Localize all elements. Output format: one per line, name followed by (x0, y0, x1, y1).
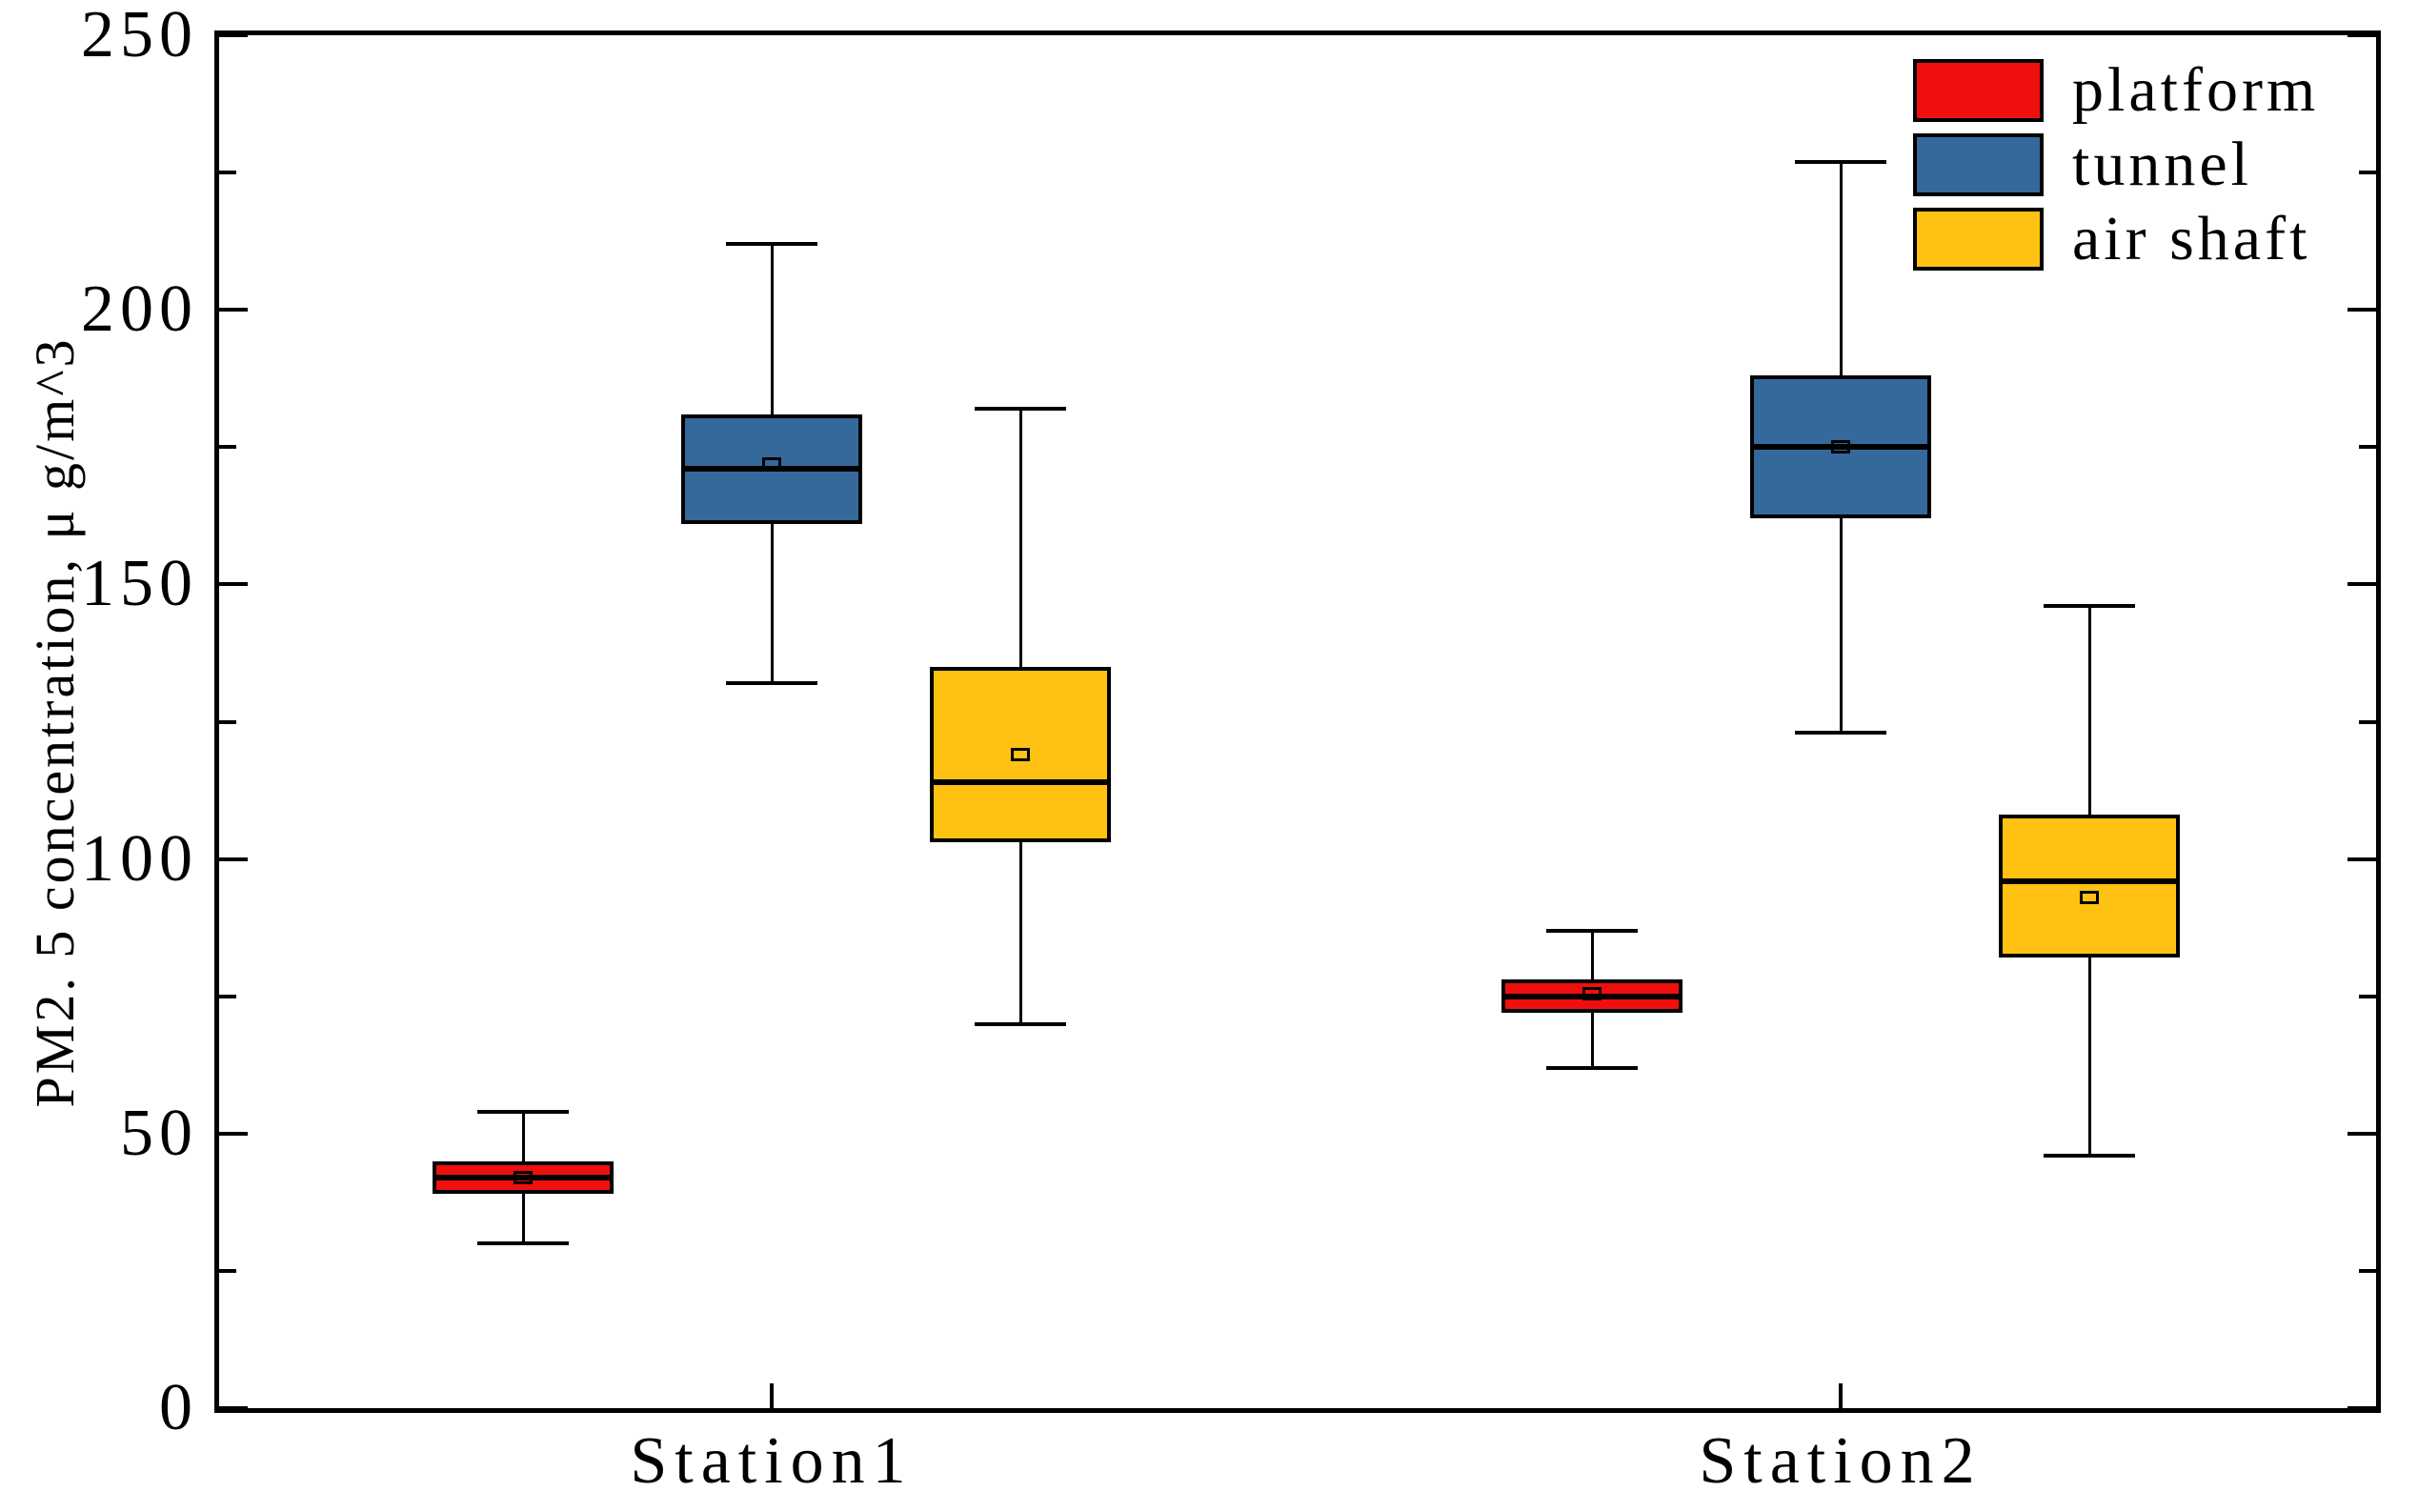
whisker-lower (1018, 842, 1022, 1024)
x-major-tick (770, 1383, 774, 1408)
x-tick-label-station2: Station2 (1699, 1424, 1983, 1498)
whisker-upper (1839, 161, 1843, 376)
whisker-cap-top (1795, 159, 1886, 164)
y-minor-tick-left (219, 719, 236, 724)
box-air-shaft (1999, 815, 2180, 958)
y-minor-tick-left (219, 994, 236, 998)
legend-item-tunnel: tunnel (1913, 133, 2319, 196)
y-major-tick-left (219, 308, 248, 312)
y-minor-tick-left (219, 1268, 236, 1273)
y-tick-label: 250 (81, 0, 198, 71)
legend-swatch-air-shaft (1913, 208, 2044, 271)
whisker-upper (770, 244, 774, 414)
whisker-lower (1590, 1012, 1594, 1068)
y-tick-label: 200 (81, 272, 198, 347)
y-major-tick-left (219, 1131, 248, 1136)
legend-label-tunnel: tunnel (2072, 130, 2252, 199)
mean-marker (514, 1170, 533, 1184)
y-minor-tick-right (2359, 994, 2376, 998)
median-line (1501, 993, 1683, 999)
y-major-tick-right (2347, 33, 2376, 37)
whisker-upper (521, 1111, 525, 1161)
median-line (1750, 444, 1931, 451)
y-tick-label: 100 (81, 821, 198, 896)
legend-label-platform: platform (2072, 55, 2320, 125)
x-tick-label-station1: Station1 (630, 1424, 914, 1498)
whisker-upper (2087, 606, 2091, 816)
whisker-cap-top (2044, 604, 2135, 609)
mean-marker (2080, 890, 2099, 904)
legend: platform tunnel air shaft (1913, 59, 2319, 282)
plot-area (214, 30, 2381, 1413)
y-minor-tick-left (219, 171, 236, 175)
y-major-tick-left (219, 33, 248, 37)
whisker-cap-bottom (2044, 1153, 2135, 1158)
y-major-tick-left (219, 582, 248, 587)
y-tick-label: 50 (120, 1096, 198, 1170)
median-line (433, 1174, 614, 1180)
whisker-lower (770, 523, 774, 684)
y-axis-title: PM2. 5 concentration, μ g/m^3 (24, 336, 86, 1107)
y-major-tick-right (2347, 582, 2376, 587)
whisker-lower (1839, 518, 1843, 733)
y-minor-tick-right (2359, 719, 2376, 724)
whisker-upper (1018, 408, 1022, 667)
whisker-cap-top (1546, 928, 1638, 933)
y-major-tick-left (219, 1406, 248, 1410)
box-air-shaft (930, 666, 1111, 843)
median-line (1999, 877, 2180, 884)
legend-item-air-shaft: air shaft (1913, 208, 2319, 271)
mean-marker (1011, 748, 1030, 762)
y-tick-label: 150 (81, 547, 198, 621)
mean-marker (762, 456, 781, 471)
x-major-tick (1839, 1383, 1843, 1408)
y-minor-tick-left (219, 445, 236, 450)
y-minor-tick-right (2359, 445, 2376, 450)
legend-label-air-shaft: air shaft (2072, 204, 2311, 273)
whisker-cap-bottom (1795, 731, 1886, 736)
y-minor-tick-right (2359, 1268, 2376, 1273)
whisker-cap-top (477, 1109, 569, 1114)
whisker-cap-top (975, 406, 1066, 411)
mean-marker (1582, 986, 1602, 1000)
y-tick-label: 0 (159, 1371, 198, 1444)
whisker-cap-bottom (726, 681, 817, 686)
legend-item-platform: platform (1913, 59, 2319, 122)
median-line (930, 778, 1111, 785)
whisker-cap-bottom (477, 1241, 569, 1246)
y-major-tick-right (2347, 1406, 2376, 1410)
y-major-tick-left (219, 857, 248, 861)
whisker-cap-top (726, 242, 817, 247)
y-minor-tick-right (2359, 171, 2376, 175)
whisker-upper (1590, 930, 1594, 980)
whisker-cap-bottom (1546, 1065, 1638, 1070)
whisker-lower (521, 1194, 525, 1244)
y-major-tick-right (2347, 857, 2376, 861)
legend-swatch-tunnel (1913, 133, 2044, 196)
legend-swatch-platform (1913, 59, 2044, 122)
y-major-tick-right (2347, 1131, 2376, 1136)
whisker-lower (2087, 958, 2091, 1156)
whisker-cap-bottom (975, 1021, 1066, 1026)
y-major-tick-right (2347, 308, 2376, 312)
mean-marker (1831, 440, 1850, 454)
